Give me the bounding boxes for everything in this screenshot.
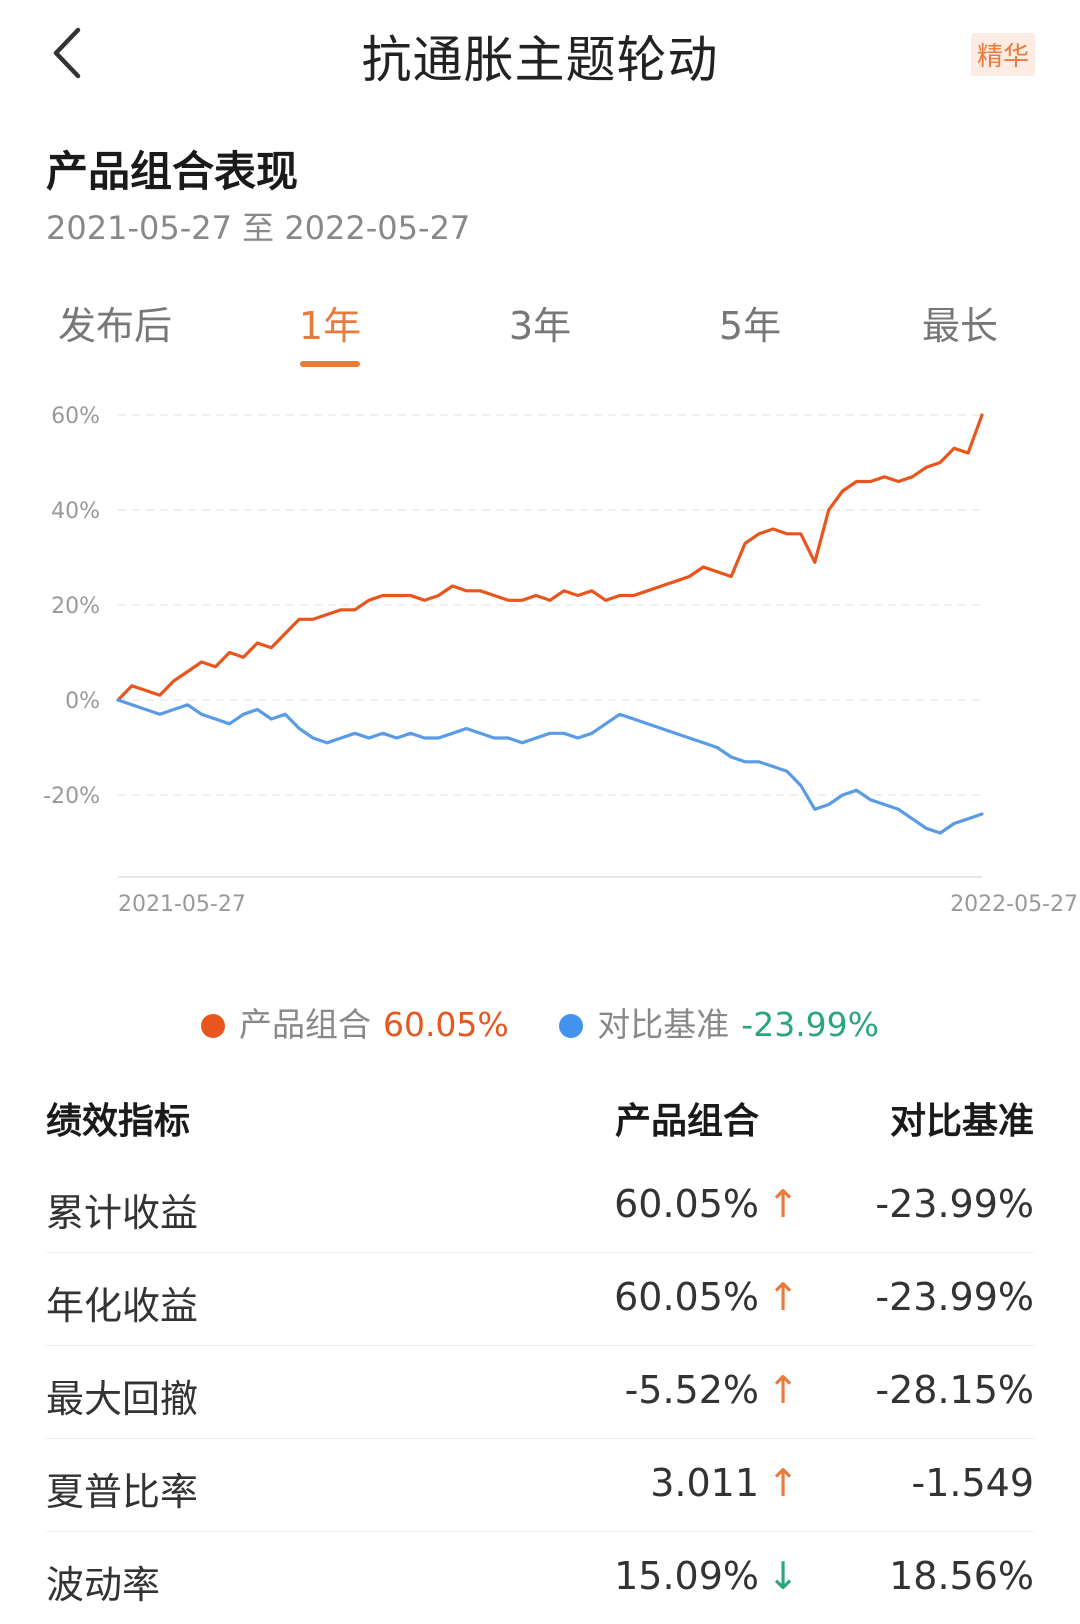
date-range: 2021-05-27 至 2022-05-27 <box>46 209 471 247</box>
table-row: 年化收益 60.05% ↑ -23.99% <box>46 1253 1034 1346</box>
active-tab-indicator <box>300 361 360 367</box>
section-title: 产品组合表现 <box>46 147 299 196</box>
legend-item-benchmark: 对比基准 -23.99% <box>559 998 879 1046</box>
back-button[interactable] <box>40 18 100 88</box>
metric-portfolio-value: 60.05% <box>614 1182 759 1226</box>
header-benchmark: 对比基准 <box>889 1101 1034 1142</box>
tab-3-year[interactable]: 3年 <box>508 304 572 348</box>
y-tick-label: 40% <box>51 499 100 524</box>
arrow-up-icon: ↑ <box>767 1182 799 1226</box>
y-tick-label: -20% <box>43 784 100 809</box>
metric-name: 夏普比率 <box>46 1470 199 1514</box>
legend-label-portfolio: 产品组合 <box>238 1005 371 1044</box>
metric-benchmark-value: -28.15% <box>875 1368 1034 1412</box>
metric-name: 年化收益 <box>46 1284 199 1328</box>
chevron-left-icon <box>53 27 81 79</box>
metric-portfolio-value: -5.52% <box>624 1368 759 1412</box>
arrow-up-icon: ↑ <box>767 1368 799 1412</box>
nav-bar: 抗通胀主题轮动 精华 <box>0 0 1080 110</box>
tab-1-year[interactable]: 1年 <box>298 304 362 348</box>
tab-longest[interactable]: 最长 <box>921 304 998 348</box>
y-tick-label: 60% <box>51 404 100 429</box>
period-tabs: 发布后 1年 3年 5年 最长 <box>0 295 1080 375</box>
line-chart: 60% 40% 20% 0% -20% 2021-05-27 2022-05-27 <box>43 404 1078 917</box>
table-row: 累计收益 60.05% ↑ -23.99% <box>46 1160 1034 1253</box>
header-metric: 绩效指标 <box>46 1101 191 1142</box>
metric-name: 波动率 <box>46 1563 161 1607</box>
legend-value-benchmark: -23.99% <box>741 1005 880 1044</box>
metrics-table: 绩效指标 产品组合 对比基准 累计收益 60.05% ↑ -23.99% 年化收… <box>46 1080 1034 1624</box>
legend-item-portfolio: 产品组合 60.05% <box>200 998 509 1046</box>
y-tick-label: 20% <box>51 594 100 619</box>
page-title: 抗通胀主题轮动 <box>361 31 719 89</box>
metric-benchmark-value: 18.56% <box>889 1554 1034 1598</box>
metric-benchmark-value: -23.99% <box>875 1275 1034 1319</box>
legend-value-portfolio: 60.05% <box>382 1005 509 1044</box>
y-tick-label: 0% <box>65 689 100 714</box>
legend-label-benchmark: 对比基准 <box>597 1005 730 1044</box>
arrow-up-icon: ↑ <box>767 1275 799 1319</box>
header-portfolio: 产品组合 <box>614 1101 759 1142</box>
table-row: 夏普比率 3.011 ↑ -1.549 <box>46 1439 1034 1532</box>
series-line-portfolio <box>116 413 984 702</box>
metric-benchmark-value: -1.549 <box>911 1461 1035 1505</box>
performance-chart[interactable]: 60% 40% 20% 0% -20% 2021-05-27 2022-05-27 <box>0 395 1080 955</box>
table-header: 绩效指标 产品组合 对比基准 <box>46 1080 1034 1160</box>
metric-benchmark-value: -23.99% <box>875 1182 1034 1226</box>
metric-portfolio-value: 15.09% <box>614 1554 759 1598</box>
metric-portfolio-value: 60.05% <box>614 1275 759 1319</box>
arrow-up-icon: ↑ <box>767 1461 799 1505</box>
portfolio-dot-icon <box>200 1014 225 1038</box>
tab-5-year[interactable]: 5年 <box>718 304 782 348</box>
table-row: 最大回撤 -5.52% ↑ -28.15% <box>46 1346 1034 1439</box>
metric-name: 最大回撤 <box>46 1377 199 1421</box>
x-tick-label: 2022-05-27 <box>950 892 1078 917</box>
table-row: 波动率 15.09% ↓ 18.56% <box>46 1532 1034 1624</box>
series-line-benchmark <box>116 698 984 835</box>
x-tick-label: 2021-05-27 <box>118 892 246 917</box>
metric-portfolio-value: 3.011 <box>650 1461 759 1505</box>
benchmark-dot-icon <box>559 1014 584 1038</box>
chart-legend: 产品组合 60.05% 对比基准 -23.99% <box>0 998 1080 1046</box>
metric-name: 累计收益 <box>46 1191 199 1235</box>
featured-badge: 精华 <box>970 33 1035 76</box>
tab-since-publish[interactable]: 发布后 <box>57 304 172 348</box>
arrow-down-icon: ↓ <box>767 1554 799 1598</box>
